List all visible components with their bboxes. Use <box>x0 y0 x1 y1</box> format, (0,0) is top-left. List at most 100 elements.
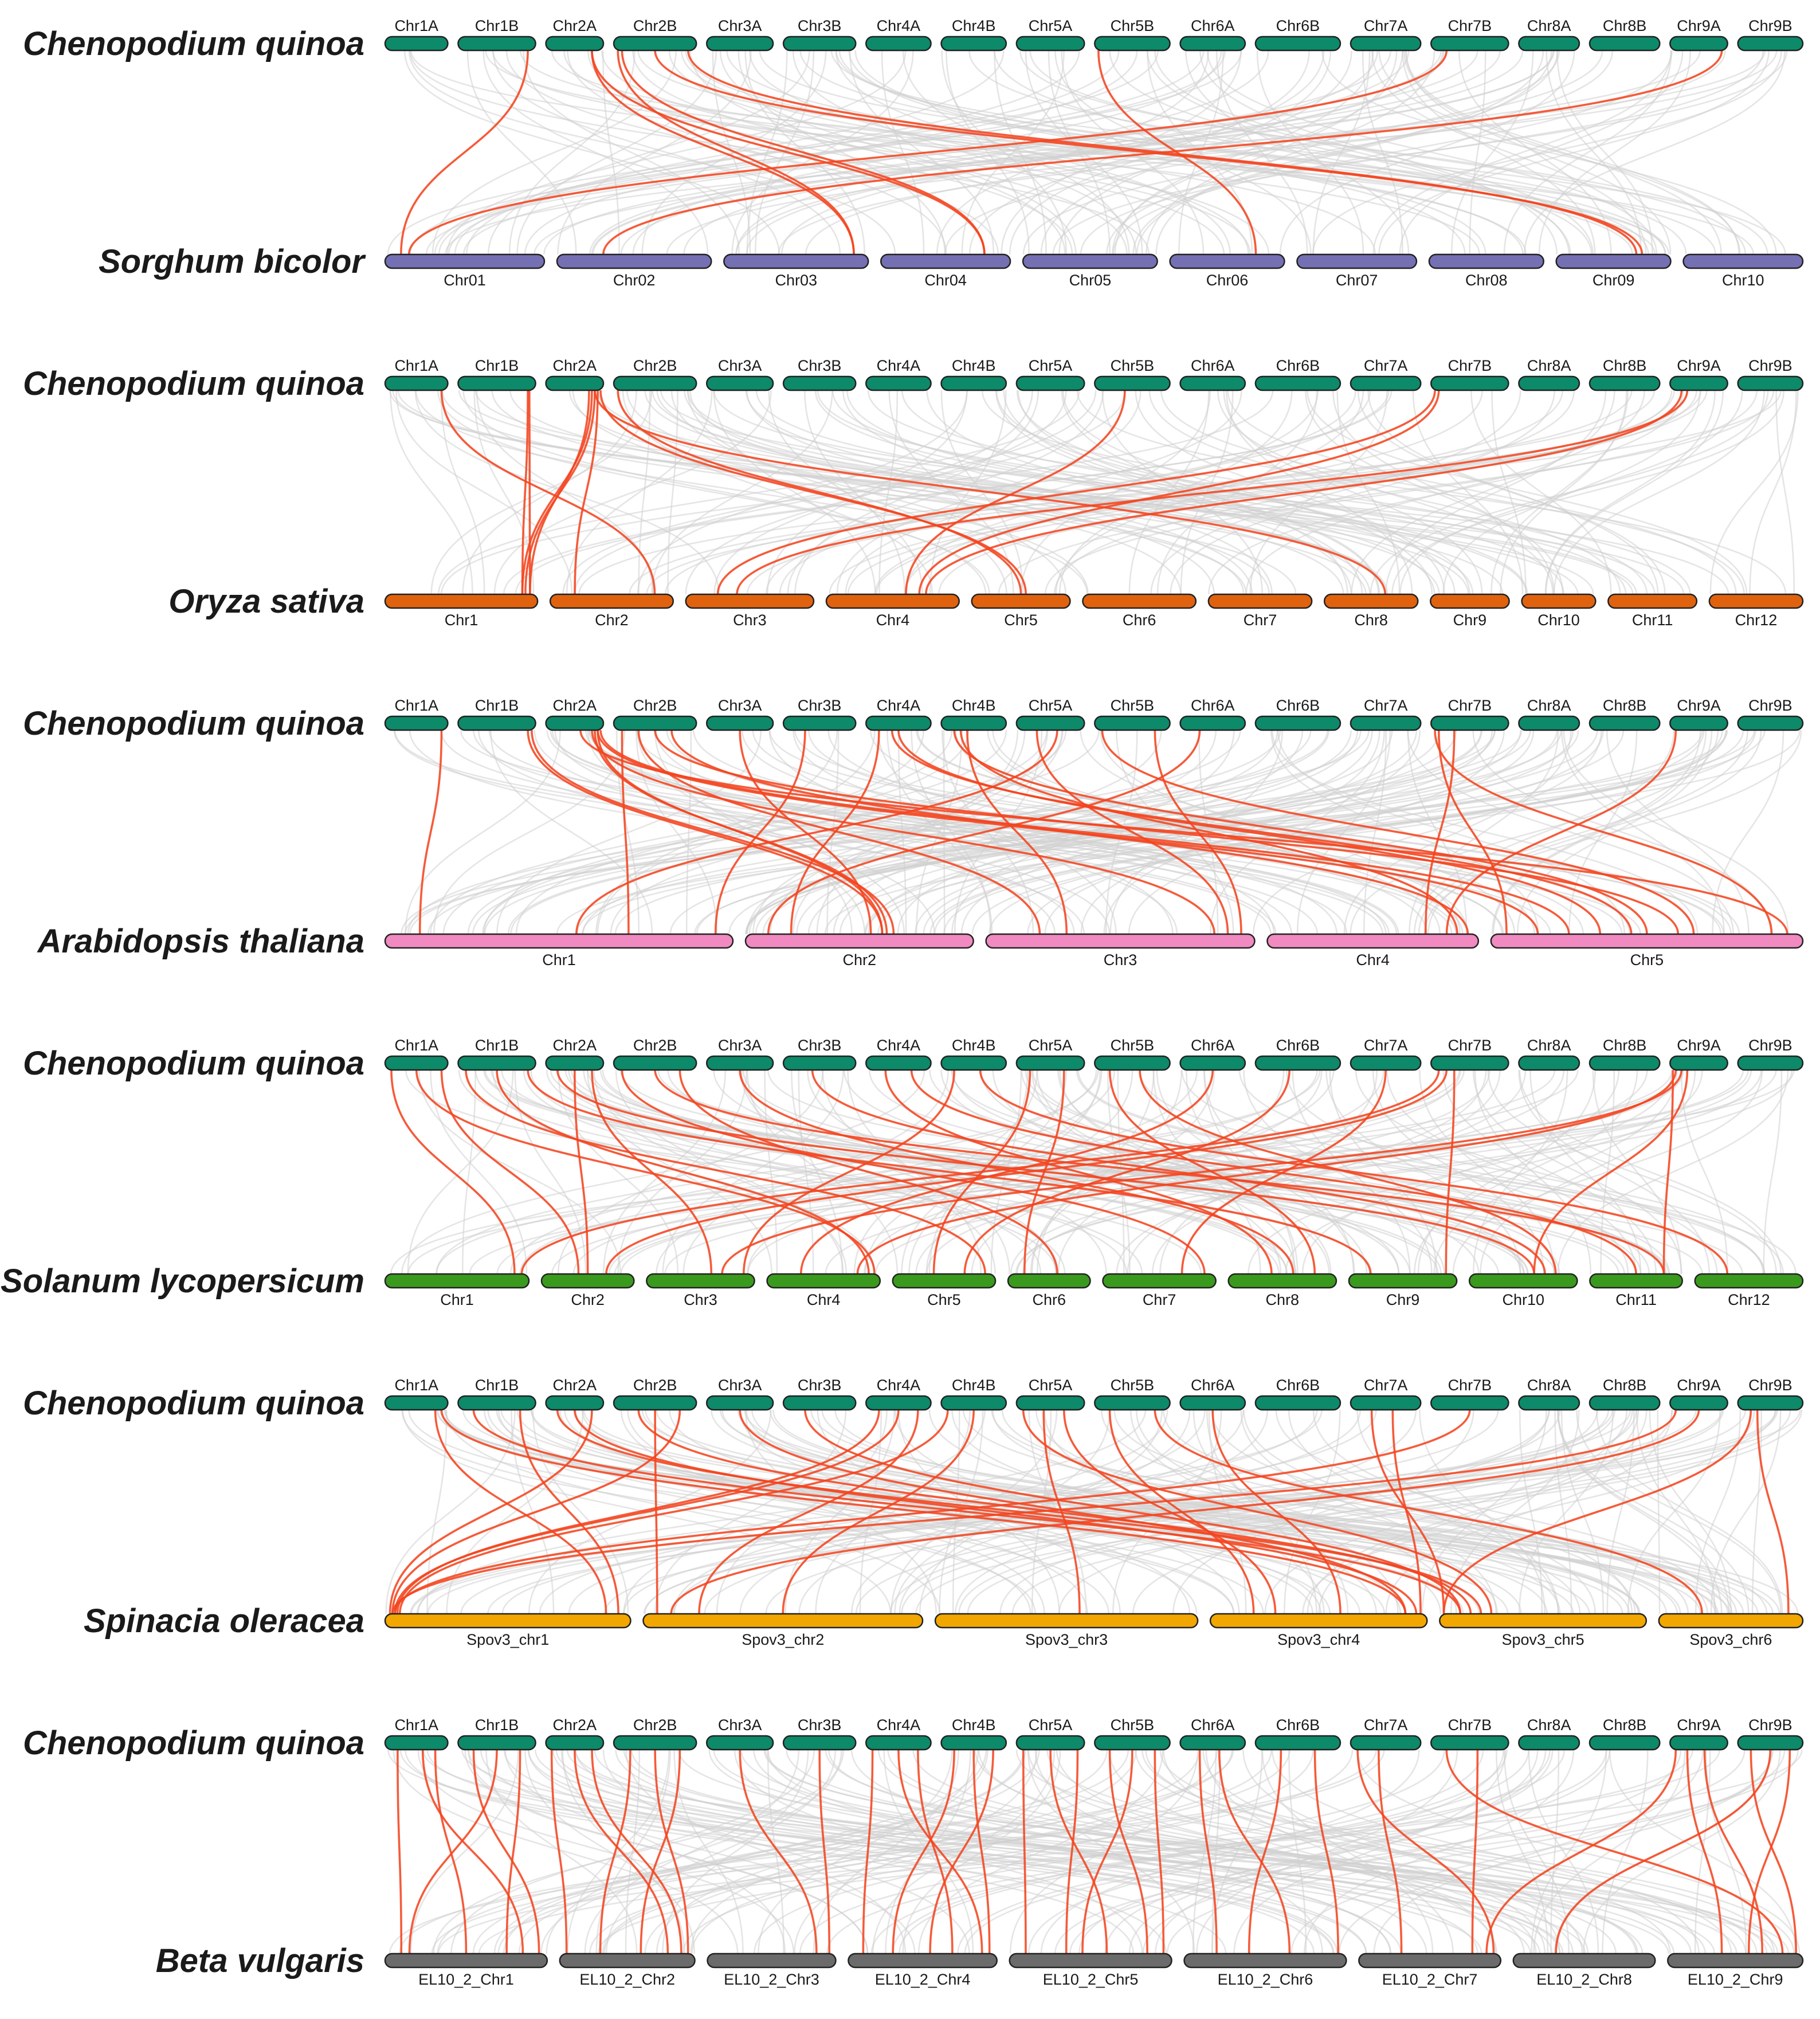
background-link <box>514 1069 587 1275</box>
chromosome-bar-top <box>1588 375 1661 391</box>
chromosome-bar-top <box>613 375 697 391</box>
chromosome-label-top: Chr8A <box>1527 1377 1571 1394</box>
chromosome-label-top: Chr7B <box>1448 357 1492 374</box>
collinear-gene-link <box>1662 1069 1674 1275</box>
chromosome-bar-bottom <box>559 1953 696 1969</box>
collinear-gene-link <box>556 1069 1535 1275</box>
chromosome-label-top: Chr9A <box>1677 697 1721 714</box>
background-link <box>1554 1409 1572 1614</box>
collinear-gene-link <box>917 1749 954 1954</box>
collinear-gene-link <box>472 1749 540 1954</box>
chromosome-bar-top <box>545 715 605 731</box>
background-link <box>430 1069 528 1275</box>
background-link <box>1245 390 1645 595</box>
chromosome-label-top: Chr2A <box>553 17 597 34</box>
background-link <box>1452 1069 1763 1275</box>
background-link <box>438 50 1205 255</box>
chromosome-label-bottom: EL10_2_Chr9 <box>1688 1971 1783 1988</box>
background-link <box>638 390 651 595</box>
chromosome-label-top: Chr3B <box>798 357 842 374</box>
chromosome-bar-top <box>613 36 697 52</box>
collinear-gene-link <box>519 1409 619 1614</box>
chromosome-label-bottom: Chr10 <box>1722 272 1764 289</box>
background-link <box>846 390 1435 595</box>
chromosome-label-bottom: Spov3_chr4 <box>1277 1631 1360 1648</box>
background-link <box>445 1409 941 1614</box>
background-link <box>637 390 968 595</box>
chromosome-label-top: Chr8B <box>1603 17 1647 34</box>
chromosome-label-top: Chr7A <box>1364 1716 1408 1734</box>
background-link <box>546 1749 842 1954</box>
background-link <box>530 1069 1128 1275</box>
chromosome-bar-top <box>1094 1735 1171 1751</box>
species-label-bottom: Spinacia oleracea <box>84 1602 364 1640</box>
background-link <box>493 390 772 595</box>
chromosome-label-top: Chr7A <box>1364 697 1408 714</box>
chromosome-label-top: Chr1B <box>475 17 519 34</box>
background-link <box>389 1749 1377 1954</box>
chromosome-label-top: Chr4B <box>952 357 996 374</box>
chromosome-bar-top <box>1737 1395 1804 1411</box>
background-link <box>940 1069 1400 1275</box>
chromosome-bar-bottom <box>848 1953 998 1969</box>
background-link <box>1034 1749 1323 1954</box>
chromosome-label-top: Chr4A <box>877 1377 921 1394</box>
collinear-gene-link <box>654 50 1644 255</box>
chromosome-bar-top <box>1588 1055 1661 1071</box>
chromosome-label-bottom: EL10_2_Chr5 <box>1043 1971 1139 1988</box>
background-link <box>829 390 1675 595</box>
chromosome-label-bottom: Spov3_chr6 <box>1689 1631 1772 1648</box>
chromosome-bar-top <box>1669 1735 1728 1751</box>
chromosome-bar-top <box>940 36 1007 52</box>
background-link <box>1367 390 1659 595</box>
background-link <box>450 1749 815 1954</box>
background-link <box>830 50 1786 255</box>
background-link <box>403 50 780 255</box>
chromosome-label-bottom: EL10_2_Chr4 <box>875 1971 971 1988</box>
chromosome-bar-top <box>545 1395 605 1411</box>
chromosome-label-bottom: Chr7 <box>1143 1291 1176 1308</box>
chromosome-label-top: Chr2A <box>553 357 597 374</box>
chromosome-label-top: Chr5B <box>1111 17 1155 34</box>
background-link <box>746 1069 899 1275</box>
chromosome-label-top: Chr8A <box>1527 357 1571 374</box>
background-link <box>667 390 678 595</box>
background-link <box>1113 1409 1689 1614</box>
background-link <box>1009 1749 1199 1954</box>
chromosome-bar-top <box>1588 715 1661 731</box>
chromosome-bar-top <box>705 1055 774 1071</box>
collinear-gene-link <box>398 1409 949 1614</box>
background-link <box>1271 1749 1700 1954</box>
chromosome-bar-top <box>1518 1055 1580 1071</box>
chromosome-label-bottom: Spov3_chr2 <box>742 1631 824 1648</box>
chromosome-bar-bottom <box>971 593 1071 609</box>
chromosome-bar-top <box>384 1055 449 1071</box>
background-link <box>1036 1069 1155 1275</box>
chromosome-label-top: Chr5A <box>1029 357 1073 374</box>
background-link <box>791 1069 844 1275</box>
background-link <box>1373 1749 1704 1954</box>
background-link <box>492 50 841 255</box>
chromosome-bar-bottom <box>1682 253 1804 269</box>
background-link <box>1106 50 1559 255</box>
collinear-gene-link <box>1154 730 1242 935</box>
chromosome-bar-top <box>384 1735 449 1751</box>
background-link <box>1602 1749 1649 1954</box>
chromosome-bar-top <box>705 36 774 52</box>
background-link <box>805 50 1603 255</box>
chromosome-label-top: Chr1A <box>394 1377 438 1394</box>
chromosome-label-top: Chr2B <box>633 357 677 374</box>
collinear-gene-link <box>621 730 630 935</box>
species-label-top: Chenopodium quinoa <box>23 1045 364 1082</box>
chromosome-label-top: Chr1B <box>475 1037 519 1054</box>
collinear-gene-link <box>1533 1069 1689 1275</box>
chromosome-label-top: Chr7B <box>1448 1716 1492 1734</box>
background-link <box>713 1069 1288 1275</box>
background-link <box>1470 390 1612 595</box>
background-link <box>768 390 923 595</box>
background-link <box>845 390 1242 595</box>
chromosome-label-top: Chr6A <box>1191 1037 1235 1054</box>
background-link <box>431 1749 1385 1954</box>
background-link <box>987 730 1469 935</box>
chromosome-bar-top <box>1254 715 1342 731</box>
